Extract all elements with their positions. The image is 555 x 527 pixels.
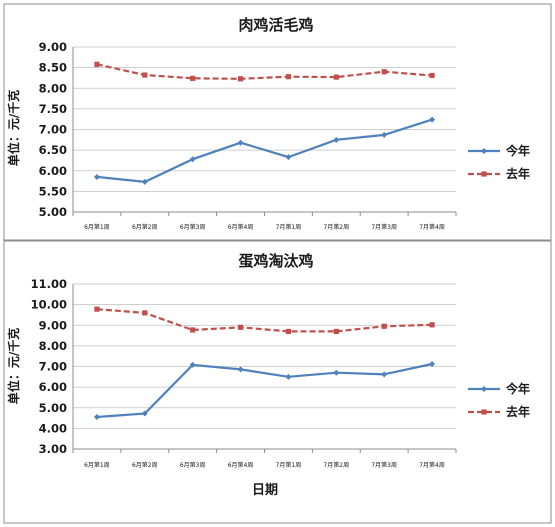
data-point [237,139,244,146]
x-tick-label: 7月第4周 [419,223,445,231]
y-tick-label: 6.00 [39,164,67,178]
y-tick-label: 5.50 [39,184,67,198]
x-axis-label: 日期 [252,483,278,498]
data-point [429,116,436,123]
data-point [333,328,339,335]
y-tick-label: 8.50 [39,61,67,75]
data-point [237,324,244,330]
data-point [142,72,148,78]
series-line-last-year [96,63,433,80]
x-tick-label: 6月第4周 [228,461,254,469]
y-tick-label: 9.00 [39,40,67,54]
x-tick-label: 6月第2周 [132,223,158,231]
y-tick-label: 6.00 [39,380,67,394]
legend-marker [481,171,487,177]
data-point [429,72,435,79]
data-point [237,76,244,82]
y-axis-label: 单位：元/千克 [6,90,21,166]
data-point [333,369,340,376]
x-tick-label: 7月第4周 [419,461,445,469]
data-point [333,74,339,80]
x-tick-label: 6月第1周 [84,461,110,469]
data-point [429,361,436,368]
legend-marker [481,409,487,415]
x-tick-label: 6月第1周 [84,223,110,231]
data-point [189,156,196,163]
data-point [285,328,292,335]
data-point [141,410,148,417]
legend-label: 去年 [506,166,530,181]
legend-label: 今年 [505,143,530,158]
legend-marker [481,148,487,154]
data-point [141,178,148,185]
series-line-this-year [96,362,433,419]
chart-panel-2: 蛋鸡淘汰鸡 3.00 4.00 5.00 6.00 7.00 8.00 9.00 10.00 11… [3,240,552,524]
legend-label: 今年 [505,381,530,396]
y-tick-label: 10.00 [31,298,67,312]
panel-frame [3,3,552,241]
x-tick-label: 6月第2周 [132,461,158,469]
data-point [429,322,435,328]
y-tick-label: 8.00 [39,81,67,95]
data-point [189,361,196,368]
y-axis-label: 单位：元/千克 [6,328,21,404]
y-tick-label: 3.00 [39,442,67,456]
data-point [93,173,100,180]
y-tick-label: 6.50 [39,143,67,157]
data-point [237,366,244,373]
data-point [333,136,340,143]
data-point [190,327,196,333]
y-tick-label: 8.00 [39,339,67,353]
x-tick-label: 7月第2周 [323,461,349,469]
data-point [381,371,388,378]
data-point [94,306,100,312]
y-tick-label: 5.00 [39,401,67,415]
x-tick-label: 6月第3周 [180,461,206,469]
data-point [285,373,292,380]
x-tick-label: 7月第2周 [323,223,349,231]
y-tick-label: 7.00 [39,123,67,137]
legend-marker [481,386,487,392]
y-tick-label: 7.00 [39,360,67,374]
x-tick-label: 7月第3周 [371,223,397,231]
data-point [285,74,292,80]
chart-panel-1: 肉鸡活毛鸡 5.00 5.50 6.00 6.50 7.00 7.50 8.00 8.50 9.0… [3,3,552,241]
x-tick-label: 7月第1周 [276,223,302,231]
x-tick-label: 6月第4周 [228,223,254,231]
y-tick-label: 4.00 [39,421,67,435]
data-point [381,69,387,75]
panel-frame [3,240,552,524]
series-line-last-year [96,308,433,333]
series-line-this-year [96,118,433,184]
chart-title: 肉鸡活毛鸡 [238,16,313,34]
x-tick-label: 6月第3周 [180,223,206,231]
y-tick-label: 5.00 [39,205,67,219]
x-tick-label: 7月第1周 [276,461,302,469]
chart-title: 蛋鸡淘汰鸡 [238,252,313,270]
data-point [142,310,148,316]
y-tick-label: 9.00 [39,318,67,332]
data-point [381,323,387,329]
data-point [93,414,100,421]
data-point [94,61,100,67]
y-tick-label: 7.50 [39,102,67,116]
data-point [285,154,292,161]
legend-label: 去年 [506,404,530,419]
data-point [381,131,388,138]
x-tick-label: 7月第3周 [371,461,397,469]
y-tick-label: 11.00 [31,277,67,291]
data-point [190,75,196,81]
